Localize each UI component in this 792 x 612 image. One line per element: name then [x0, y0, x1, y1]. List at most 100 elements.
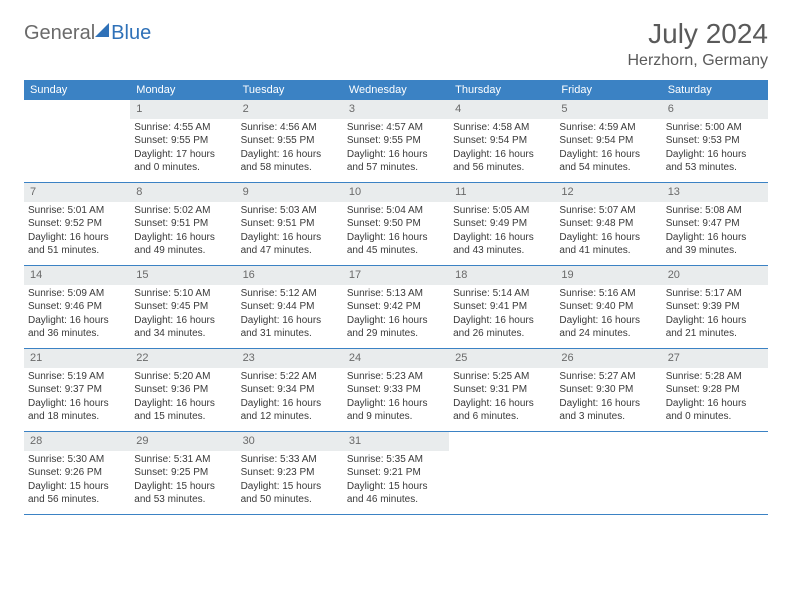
- day-number: 27: [662, 349, 768, 368]
- sunrise-text: Sunrise: 5:14 AM: [453, 287, 551, 301]
- day-number: 5: [555, 100, 661, 119]
- sunset-text: Sunset: 9:34 PM: [241, 383, 339, 397]
- calendar-cell: 6Sunrise: 5:00 AMSunset: 9:53 PMDaylight…: [662, 100, 768, 182]
- day-details: Sunrise: 5:09 AMSunset: 9:46 PMDaylight:…: [24, 285, 130, 345]
- day-number: 21: [24, 349, 130, 368]
- daylight-text: Daylight: 16 hours and 9 minutes.: [347, 397, 445, 424]
- sunrise-text: Sunrise: 5:27 AM: [559, 370, 657, 384]
- daylight-text: Daylight: 16 hours and 41 minutes.: [559, 231, 657, 258]
- calendar-row: 7Sunrise: 5:01 AMSunset: 9:52 PMDaylight…: [24, 183, 768, 266]
- sunrise-text: Sunrise: 5:28 AM: [666, 370, 764, 384]
- day-details: Sunrise: 5:07 AMSunset: 9:48 PMDaylight:…: [555, 202, 661, 262]
- sunrise-text: Sunrise: 5:35 AM: [347, 453, 445, 467]
- sunrise-text: Sunrise: 4:58 AM: [453, 121, 551, 135]
- sunrise-text: Sunrise: 5:02 AM: [134, 204, 232, 218]
- calendar-cell: 3Sunrise: 4:57 AMSunset: 9:55 PMDaylight…: [343, 100, 449, 182]
- day-details: Sunrise: 5:31 AMSunset: 9:25 PMDaylight:…: [130, 451, 236, 511]
- brand-part2: Blue: [111, 22, 151, 45]
- day-details: Sunrise: 4:59 AMSunset: 9:54 PMDaylight:…: [555, 119, 661, 179]
- sunset-text: Sunset: 9:49 PM: [453, 217, 551, 231]
- calendar-header-row: SundayMondayTuesdayWednesdayThursdayFrid…: [24, 80, 768, 100]
- day-details: Sunrise: 5:10 AMSunset: 9:45 PMDaylight:…: [130, 285, 236, 345]
- day-number: 17: [343, 266, 449, 285]
- sunrise-text: Sunrise: 5:12 AM: [241, 287, 339, 301]
- calendar-cell: 1Sunrise: 4:55 AMSunset: 9:55 PMDaylight…: [130, 100, 236, 182]
- calendar-cell: 15Sunrise: 5:10 AMSunset: 9:45 PMDayligh…: [130, 266, 236, 348]
- day-number: 1: [130, 100, 236, 119]
- calendar-cell: 8Sunrise: 5:02 AMSunset: 9:51 PMDaylight…: [130, 183, 236, 265]
- sunset-text: Sunset: 9:39 PM: [666, 300, 764, 314]
- sunrise-text: Sunrise: 5:19 AM: [28, 370, 126, 384]
- day-details: Sunrise: 5:04 AMSunset: 9:50 PMDaylight:…: [343, 202, 449, 262]
- day-number: 13: [662, 183, 768, 202]
- sunrise-text: Sunrise: 4:59 AM: [559, 121, 657, 135]
- sunrise-text: Sunrise: 5:31 AM: [134, 453, 232, 467]
- calendar-cell: 17Sunrise: 5:13 AMSunset: 9:42 PMDayligh…: [343, 266, 449, 348]
- day-details: Sunrise: 5:00 AMSunset: 9:53 PMDaylight:…: [662, 119, 768, 179]
- sunset-text: Sunset: 9:40 PM: [559, 300, 657, 314]
- calendar-cell: 5Sunrise: 4:59 AMSunset: 9:54 PMDaylight…: [555, 100, 661, 182]
- sunset-text: Sunset: 9:33 PM: [347, 383, 445, 397]
- daylight-text: Daylight: 15 hours and 56 minutes.: [28, 480, 126, 507]
- sunset-text: Sunset: 9:55 PM: [134, 134, 232, 148]
- calendar-cell: 12Sunrise: 5:07 AMSunset: 9:48 PMDayligh…: [555, 183, 661, 265]
- sunset-text: Sunset: 9:41 PM: [453, 300, 551, 314]
- calendar-cell: 23Sunrise: 5:22 AMSunset: 9:34 PMDayligh…: [237, 349, 343, 431]
- calendar-cell: 16 Sunrise: 5:12 AMSunset: 9:44 PMDayligh…: [237, 266, 343, 348]
- day-number: 7: [24, 183, 130, 202]
- calendar-cell: 14Sunrise: 5:09 AMSunset: 9:46 PMDayligh…: [24, 266, 130, 348]
- sunrise-text: Sunrise: 5:22 AM: [241, 370, 339, 384]
- calendar-cell: 9Sunrise: 5:03 AMSunset: 9:51 PMDaylight…: [237, 183, 343, 265]
- sunrise-text: Sunrise: 5:08 AM: [666, 204, 764, 218]
- day-number: 3: [343, 100, 449, 119]
- calendar-cell: [449, 432, 555, 514]
- daylight-text: Daylight: 16 hours and 49 minutes.: [134, 231, 232, 258]
- day-number: 10: [343, 183, 449, 202]
- day-number: 24: [343, 349, 449, 368]
- sunset-text: Sunset: 9:44 PM: [241, 300, 339, 314]
- day-details: Sunrise: 5:23 AMSunset: 9:33 PMDaylight:…: [343, 368, 449, 428]
- daylight-text: Daylight: 16 hours and 31 minutes.: [241, 314, 339, 341]
- brand-logo: General Blue: [24, 18, 151, 45]
- daylight-text: Daylight: 16 hours and 3 minutes.: [559, 397, 657, 424]
- daylight-text: Daylight: 15 hours and 50 minutes.: [241, 480, 339, 507]
- sunrise-text: Sunrise: 5:10 AM: [134, 287, 232, 301]
- sunrise-text: Sunrise: 4:56 AM: [241, 121, 339, 135]
- sunrise-text: Sunrise: 5:23 AM: [347, 370, 445, 384]
- day-number: 11: [449, 183, 555, 202]
- dayname-header: Wednesday: [343, 80, 449, 100]
- day-details: Sunrise: 5:25 AMSunset: 9:31 PMDaylight:…: [449, 368, 555, 428]
- day-number: 22: [130, 349, 236, 368]
- day-number: 16: [237, 266, 343, 285]
- daylight-text: Daylight: 16 hours and 58 minutes.: [241, 148, 339, 175]
- calendar-cell: 21Sunrise: 5:19 AMSunset: 9:37 PMDayligh…: [24, 349, 130, 431]
- sunset-text: Sunset: 9:30 PM: [559, 383, 657, 397]
- day-details: Sunrise: 5:05 AMSunset: 9:49 PMDaylight:…: [449, 202, 555, 262]
- sunrise-text: Sunrise: 5:05 AM: [453, 204, 551, 218]
- dayname-header: Monday: [130, 80, 236, 100]
- sunrise-text: Sunrise: 5:00 AM: [666, 121, 764, 135]
- dayname-header: Tuesday: [237, 80, 343, 100]
- sunset-text: Sunset: 9:52 PM: [28, 217, 126, 231]
- day-details: Sunrise: 5:08 AMSunset: 9:47 PMDaylight:…: [662, 202, 768, 262]
- calendar-cell: 29Sunrise: 5:31 AMSunset: 9:25 PMDayligh…: [130, 432, 236, 514]
- day-details: Sunrise: 4:58 AMSunset: 9:54 PMDaylight:…: [449, 119, 555, 179]
- brand-part1: General: [24, 22, 95, 45]
- day-number: 6: [662, 100, 768, 119]
- calendar-cell: 28Sunrise: 5:30 AMSunset: 9:26 PMDayligh…: [24, 432, 130, 514]
- day-details: Sunrise: 5:01 AMSunset: 9:52 PMDaylight:…: [24, 202, 130, 262]
- calendar-cell: 4Sunrise: 4:58 AMSunset: 9:54 PMDaylight…: [449, 100, 555, 182]
- day-number: 9: [237, 183, 343, 202]
- calendar-cell: 11Sunrise: 5:05 AMSunset: 9:49 PMDayligh…: [449, 183, 555, 265]
- day-number: 2: [237, 100, 343, 119]
- sunrise-text: Sunrise: 5:16 AM: [559, 287, 657, 301]
- daylight-text: Daylight: 15 hours and 46 minutes.: [347, 480, 445, 507]
- daylight-text: Daylight: 16 hours and 29 minutes.: [347, 314, 445, 341]
- day-details: Sunrise: 5:20 AMSunset: 9:36 PMDaylight:…: [130, 368, 236, 428]
- calendar-cell: 20Sunrise: 5:17 AMSunset: 9:39 PMDayligh…: [662, 266, 768, 348]
- day-number: 12: [555, 183, 661, 202]
- daylight-text: Daylight: 16 hours and 12 minutes.: [241, 397, 339, 424]
- day-details: Sunrise: 5:35 AMSunset: 9:21 PMDaylight:…: [343, 451, 449, 511]
- day-details: Sunrise: 5:02 AMSunset: 9:51 PMDaylight:…: [130, 202, 236, 262]
- day-details: Sunrise: 5:30 AMSunset: 9:26 PMDaylight:…: [24, 451, 130, 511]
